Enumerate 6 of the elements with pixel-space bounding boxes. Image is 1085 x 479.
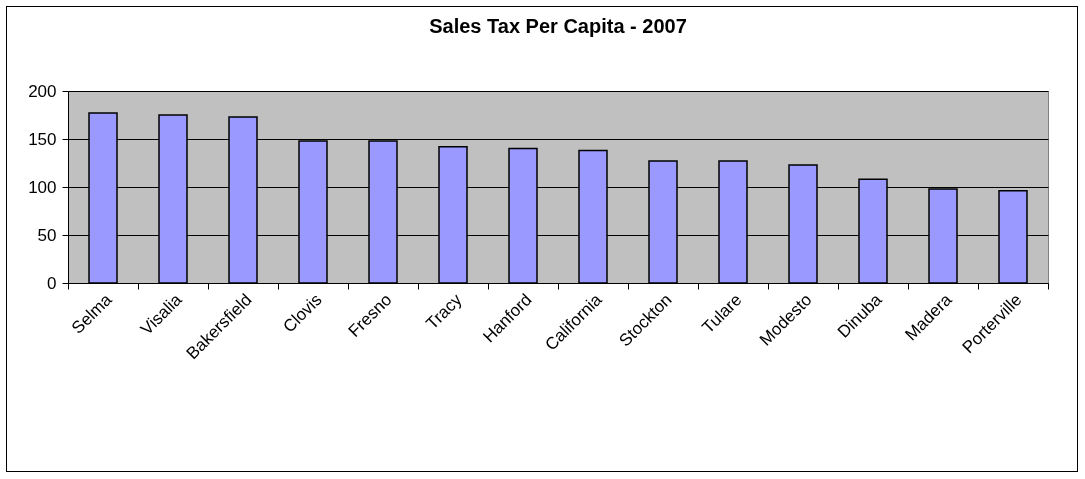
y-tick-label: 150 bbox=[28, 129, 57, 149]
chart-title: Sales Tax Per Capita - 2007 bbox=[429, 15, 687, 37]
y-tick-label: 200 bbox=[28, 81, 57, 101]
y-tick-label: 50 bbox=[37, 225, 57, 245]
y-tick-label: 0 bbox=[47, 273, 57, 293]
y-tick-label: 100 bbox=[28, 177, 57, 197]
